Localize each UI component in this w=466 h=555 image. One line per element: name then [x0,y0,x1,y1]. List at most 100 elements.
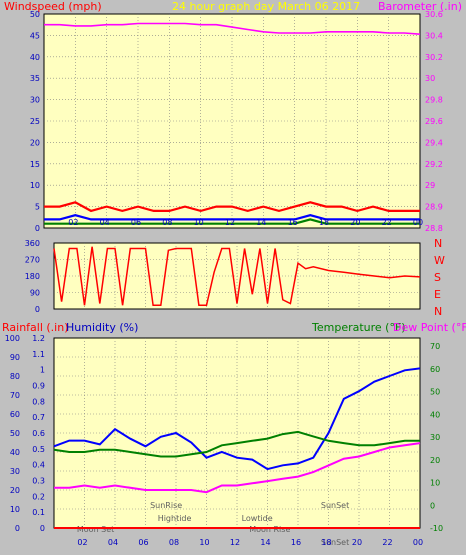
compass-label: E [434,288,441,301]
y-tick-label: 30 [30,96,40,105]
y-tick-label: 35 [30,74,40,83]
y-tick-label: 70 [10,391,20,400]
series-temperature-f [53,430,420,458]
y-tick-label: 90 [10,353,20,362]
x-tick-label: 10 [194,218,204,227]
event-label: SunSet [321,501,349,510]
barometer-axis-label: Barometer (.in) [378,0,462,13]
y-tick-label: 30 [10,467,20,476]
series-wind-gust [44,201,420,213]
direction-panel-grid [54,243,420,309]
y-tick-label: 0.3 [32,477,45,486]
y-tick-label: 30.4 [425,31,443,40]
y-tick-label: 0.5 [32,445,45,454]
x-tick-label: 14 [260,538,270,547]
compass-label: W [434,254,445,267]
x-tick-label: 06 [131,218,141,227]
y-tick-label: -10 [430,524,443,533]
y-tick-label: 60 [10,410,20,419]
y-tick-label: 28.9 [425,203,443,212]
x-tick-label: 12 [230,538,240,547]
y-tick-label: 1.1 [32,350,45,359]
x-tick-label: 18 [321,538,331,547]
event-label: Hightide [158,514,192,523]
y-tick-label: 30.2 [425,53,443,62]
y-tick-label: 40 [10,448,20,457]
y-tick-label: 20 [30,138,40,147]
series-wind-speed [44,214,420,221]
y-tick-label: 30.6 [425,10,443,19]
y-tick-label: 90 [30,289,40,298]
x-tick-label: 22 [382,538,392,547]
y-tick-label: 15 [30,160,40,169]
y-tick-label: 40 [30,53,40,62]
y-tick-label: 60 [430,365,440,374]
y-tick-label: 20 [430,456,440,465]
y-tick-label: 360 [25,239,40,248]
x-tick-label: 20 [352,538,362,547]
y-tick-label: 20 [10,486,20,495]
series-barometer-in [44,22,421,35]
x-tick-label: 00 [413,218,423,227]
event-label: Moon Rise [249,525,290,534]
y-tick-label: 40 [430,410,440,419]
y-tick-label: 29.2 [425,160,443,169]
x-tick-label: 22 [382,218,392,227]
temperature-axis-label: Temperature (°F) [311,321,406,334]
y-tick-label: 10 [10,505,20,514]
climate-panel-series [53,367,421,529]
humidity-axis-label: Humidity (%) [66,321,138,334]
x-tick-label: 16 [288,218,298,227]
series-dew-point-f [54,442,421,494]
event-label: Moon Set [77,525,114,534]
y-tick-label: 50 [30,10,40,19]
y-tick-label: 270 [25,256,40,265]
wind-panel-ticks: 02 04 06 08 10 12 14 16 18 20 22 005045403530252015… [30,10,443,233]
y-tick-label: 0 [430,501,435,510]
dewpoint-axis-label: Dew Point (°F) [393,321,466,334]
graph-title: 24 hour graph day March 06 2017 [172,0,360,13]
y-tick-label: 10 [430,479,440,488]
y-tick-label: 50 [10,429,20,438]
x-tick-label: 06 [138,538,148,547]
x-tick-label: 08 [169,538,179,547]
y-tick-label: 29.4 [425,138,443,147]
y-tick-label: 0.1 [32,508,45,517]
x-tick-label: 18 [319,218,329,227]
climate-panel-ticks: 02 04 06 08 10 12 14 16 18 20 22 001009080706050403… [5,334,443,547]
event-label: SunSet [321,538,349,547]
y-tick-label: 0 [40,524,45,533]
series-humidity [53,367,421,471]
y-tick-label: 29 [425,181,435,190]
wind-panel [43,13,421,229]
y-tick-label: 180 [25,272,40,281]
x-tick-label: 16 [291,538,301,547]
wind-panel-series [44,22,421,225]
rainfall-axis-label: Rainfall (.in) [2,321,69,334]
compass-label: N [434,237,442,250]
direction-panel-series [53,246,421,307]
y-tick-label: 0.6 [32,429,45,438]
x-tick-label: 20 [350,218,360,227]
y-tick-label: 0.2 [32,492,45,501]
y-tick-label: 50 [430,388,440,397]
compass-label: N [434,305,442,318]
x-tick-label: 08 [162,218,172,227]
y-tick-label: 10 [30,181,40,190]
climate-panel-events: Moon Set SunRise Hightide Lowtide Moon Rise S… [77,501,349,547]
y-tick-label: 1.2 [32,334,45,343]
y-tick-label: 100 [5,334,20,343]
y-tick-label: 80 [10,372,20,381]
event-label: Lowtide [242,514,273,523]
x-tick-label: 10 [199,538,209,547]
series-wind-average [44,218,420,225]
x-tick-label: 00 [413,538,423,547]
y-tick-label: 45 [30,31,40,40]
y-tick-label: 0.8 [32,397,45,406]
y-tick-label: 29.6 [425,117,443,126]
y-tick-label: 0.4 [32,461,45,470]
y-tick-label: 28.8 [425,224,443,233]
compass-label: S [434,271,441,284]
climate-panel-grid [54,338,420,528]
